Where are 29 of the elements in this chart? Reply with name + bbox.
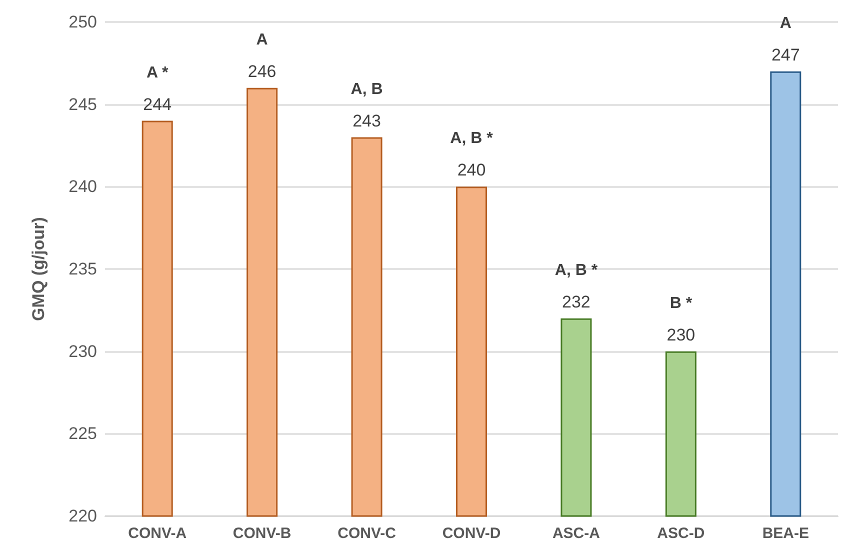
annotation: A, B * (554, 262, 598, 279)
data-label: 246 (248, 62, 276, 81)
annotation: A, B * (450, 130, 494, 148)
annotation: A * (146, 64, 169, 82)
y-tick-label: 235 (68, 260, 97, 278)
annotation: A, B (350, 80, 383, 98)
x-tick-label: ASC-D (657, 525, 705, 542)
annotation: A (256, 31, 268, 48)
data-label: 230 (666, 325, 696, 344)
x-tick-label: CONV-B (232, 525, 292, 542)
y-tick-label: 230 (68, 342, 97, 361)
x-tick-label: BEA-E (762, 525, 809, 542)
data-label: 244 (143, 94, 172, 114)
data-label: 232 (562, 292, 590, 312)
annotation: B * (670, 294, 693, 312)
y-tick-label: 240 (68, 177, 97, 196)
y-tick-label: 225 (68, 424, 97, 444)
x-tick-label: CONV-A (128, 525, 187, 542)
y-tick-label: 245 (68, 94, 97, 114)
data-label: 243 (352, 111, 381, 130)
x-tick-label: CONV-C (338, 525, 396, 542)
data-label: 247 (771, 45, 800, 64)
annotation: A (780, 14, 792, 32)
x-tick-label: CONV-D (442, 525, 501, 542)
data-label: 240 (457, 160, 486, 180)
y-tick-label: 220 (68, 506, 97, 526)
y-axis-title: GMQ (g/jour) (29, 217, 48, 321)
y-tick-label: 250 (68, 12, 97, 32)
x-tick-label: ASC-A (552, 525, 600, 542)
